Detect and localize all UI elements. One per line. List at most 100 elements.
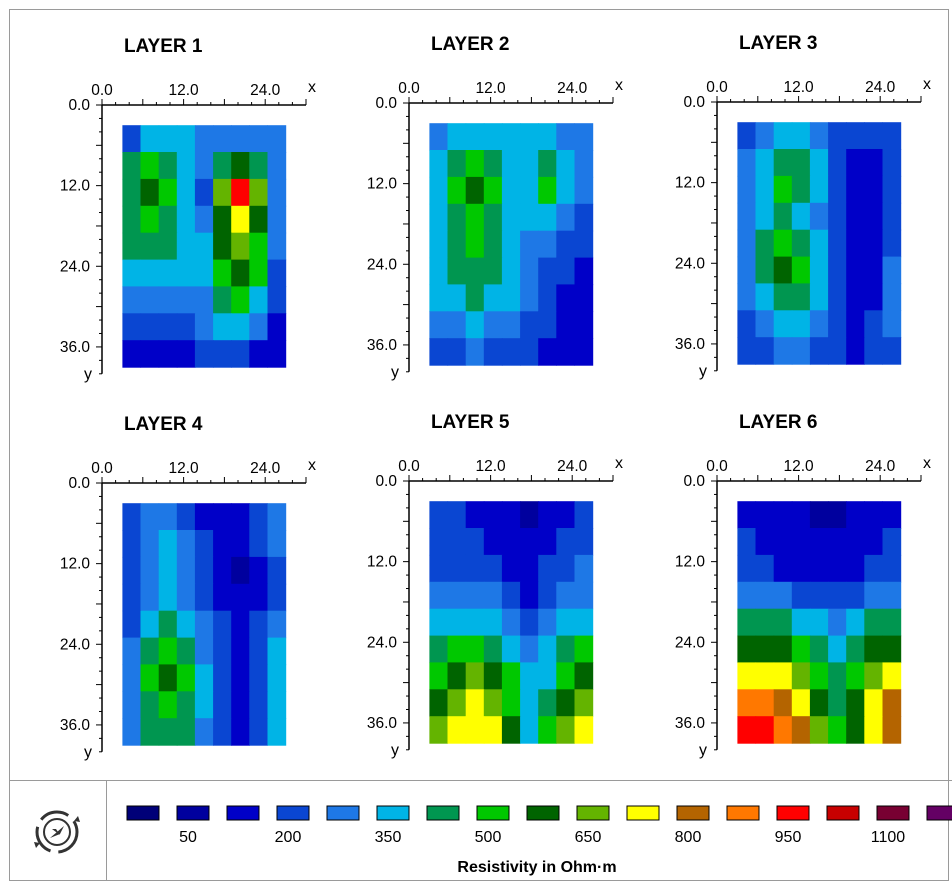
heatmap-cell [846, 581, 865, 610]
y-axis-label: y [84, 744, 92, 761]
heatmap-cell [122, 556, 142, 585]
heatmap-cell [809, 635, 829, 664]
heatmap-cell [140, 286, 160, 314]
heatmap-cell [538, 528, 557, 556]
heatmap-cell [882, 122, 902, 150]
y-axis-label: y [391, 364, 399, 381]
heatmap-cell [140, 259, 160, 288]
heatmap-cell [231, 340, 250, 368]
layer-panel-3: LAYER 3 0.0 12.0 24.0 0.0 12.0 24.0 36.0 x y [675, 33, 931, 380]
heatmap-cell [483, 716, 503, 744]
panel-title: LAYER 6 [739, 412, 818, 433]
colorbar-swatch [626, 805, 660, 821]
heatmap-cell [538, 501, 557, 529]
heatmap-cell [483, 123, 503, 151]
heatmap-cell [574, 608, 594, 637]
heatmap-cell [864, 283, 883, 311]
heatmap-cell [447, 608, 467, 637]
heatmap-cell [864, 310, 883, 338]
heatmap-cell [809, 689, 829, 717]
heatmap-cell [231, 610, 250, 639]
heatmap-cell [556, 203, 575, 232]
panel-title: LAYER 4 [124, 414, 203, 435]
heatmap-cell [483, 689, 503, 717]
heatmap-cell [429, 608, 449, 637]
heatmap-cell [465, 284, 485, 312]
heatmap-cell [809, 175, 829, 204]
heatmap-cell [755, 501, 775, 529]
heatmap-cell [429, 176, 449, 205]
heatmap-cell [574, 203, 594, 232]
heatmap-cell [447, 176, 467, 205]
heatmap-cell [176, 313, 196, 341]
heatmap-cell [429, 230, 449, 259]
heatmap-cell [176, 637, 196, 666]
x-tick-label: 0.0 [91, 82, 113, 99]
heatmap-cell [574, 123, 594, 151]
heatmap-cell [231, 664, 250, 692]
heatmap-cell [213, 286, 232, 314]
heatmap-cell [882, 662, 902, 690]
heatmap-cell [447, 203, 467, 232]
heatmap-cell [773, 229, 793, 258]
heatmap-cell [231, 556, 250, 585]
heatmap-cell [737, 256, 757, 285]
heatmap-cell [773, 554, 793, 583]
heatmap-cell [791, 122, 811, 150]
heatmap-cell [501, 689, 521, 717]
heatmap-cell [158, 664, 178, 692]
heatmap-cell [773, 662, 793, 690]
y-tick-label: 36.0 [675, 336, 706, 353]
heatmap-cell [122, 232, 142, 261]
heatmap-cell [429, 528, 449, 556]
heatmap-cell [791, 202, 811, 231]
heatmap-cell [429, 203, 449, 232]
heatmap-cell [846, 175, 865, 204]
heatmap-cell [158, 583, 178, 612]
panel-title: LAYER 1 [124, 36, 203, 57]
heatmap-cell [791, 608, 811, 637]
heatmap-cell [538, 150, 557, 178]
heatmap-cell [231, 691, 250, 719]
heatmap-cell [864, 149, 883, 177]
heatmap-cell [194, 205, 214, 234]
heatmap-cell [737, 608, 757, 637]
heatmap-cell [520, 176, 539, 205]
heatmap-cell [846, 689, 865, 717]
y-tick-label: 24.0 [675, 255, 706, 272]
heatmap-cell [828, 528, 847, 556]
heatmap-cell [176, 664, 196, 692]
x-tick-label: 0.0 [706, 458, 728, 475]
heatmap-cell [538, 554, 557, 583]
heatmap-cell [429, 150, 449, 178]
heatmap-cell [176, 530, 196, 558]
heatmap-cell [429, 635, 449, 664]
heatmap-cell [140, 691, 160, 719]
heatmap-cell [828, 283, 847, 311]
heatmap-cell [501, 581, 521, 610]
heatmap-cell [809, 122, 829, 150]
heatmap-cell [755, 122, 775, 150]
heatmap-cell [267, 205, 287, 234]
heatmap-cell [755, 635, 775, 664]
heatmap-cell [864, 635, 883, 664]
heatmap-grid [429, 501, 594, 744]
heatmap-cell [773, 122, 793, 150]
heatmap-cell [231, 178, 250, 207]
heatmap-cell [556, 689, 575, 717]
heatmap-cell [465, 203, 485, 232]
heatmap-cell [249, 530, 268, 558]
heatmap-cell [140, 530, 160, 558]
compass-rotate-button[interactable] [30, 805, 84, 859]
heatmap-cell [213, 637, 232, 666]
heatmap-cell [213, 232, 232, 261]
heatmap-cell [737, 501, 757, 529]
heatmap-cell [755, 528, 775, 556]
heatmap-cell [465, 554, 485, 583]
heatmap-cell [465, 123, 485, 151]
heatmap-cell [158, 286, 178, 314]
heatmap-cell [158, 637, 178, 666]
heatmap-cell [501, 176, 521, 205]
heatmap-cell [447, 311, 467, 339]
heatmap-cell [828, 149, 847, 177]
